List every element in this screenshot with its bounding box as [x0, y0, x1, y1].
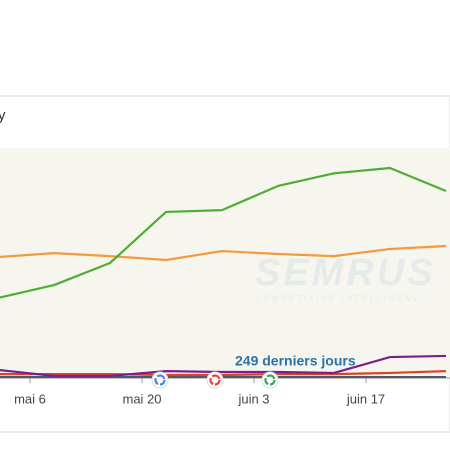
- plot-area: [0, 148, 450, 378]
- google-icon: [151, 371, 169, 389]
- series-line: [0, 166, 447, 299]
- x-tick-label: juin 17: [346, 391, 385, 406]
- google-icon: [206, 371, 224, 389]
- x-tick-label: mai 20: [122, 391, 161, 406]
- google-icon: [261, 371, 279, 389]
- x-tick-label: mai 6: [14, 391, 46, 406]
- chart-title: y: [0, 107, 6, 124]
- watermark: SEMRUS: [255, 252, 436, 294]
- x-tick-label: juin 3: [237, 391, 269, 406]
- watermark-sub: COMPETITIVE INTELLIGENC: [255, 294, 421, 303]
- annotation: 249 derniers jours: [235, 353, 356, 369]
- series-line: [0, 244, 447, 262]
- series-line: [0, 370, 447, 377]
- event-icons: [151, 371, 279, 389]
- series-line: [0, 354, 447, 378]
